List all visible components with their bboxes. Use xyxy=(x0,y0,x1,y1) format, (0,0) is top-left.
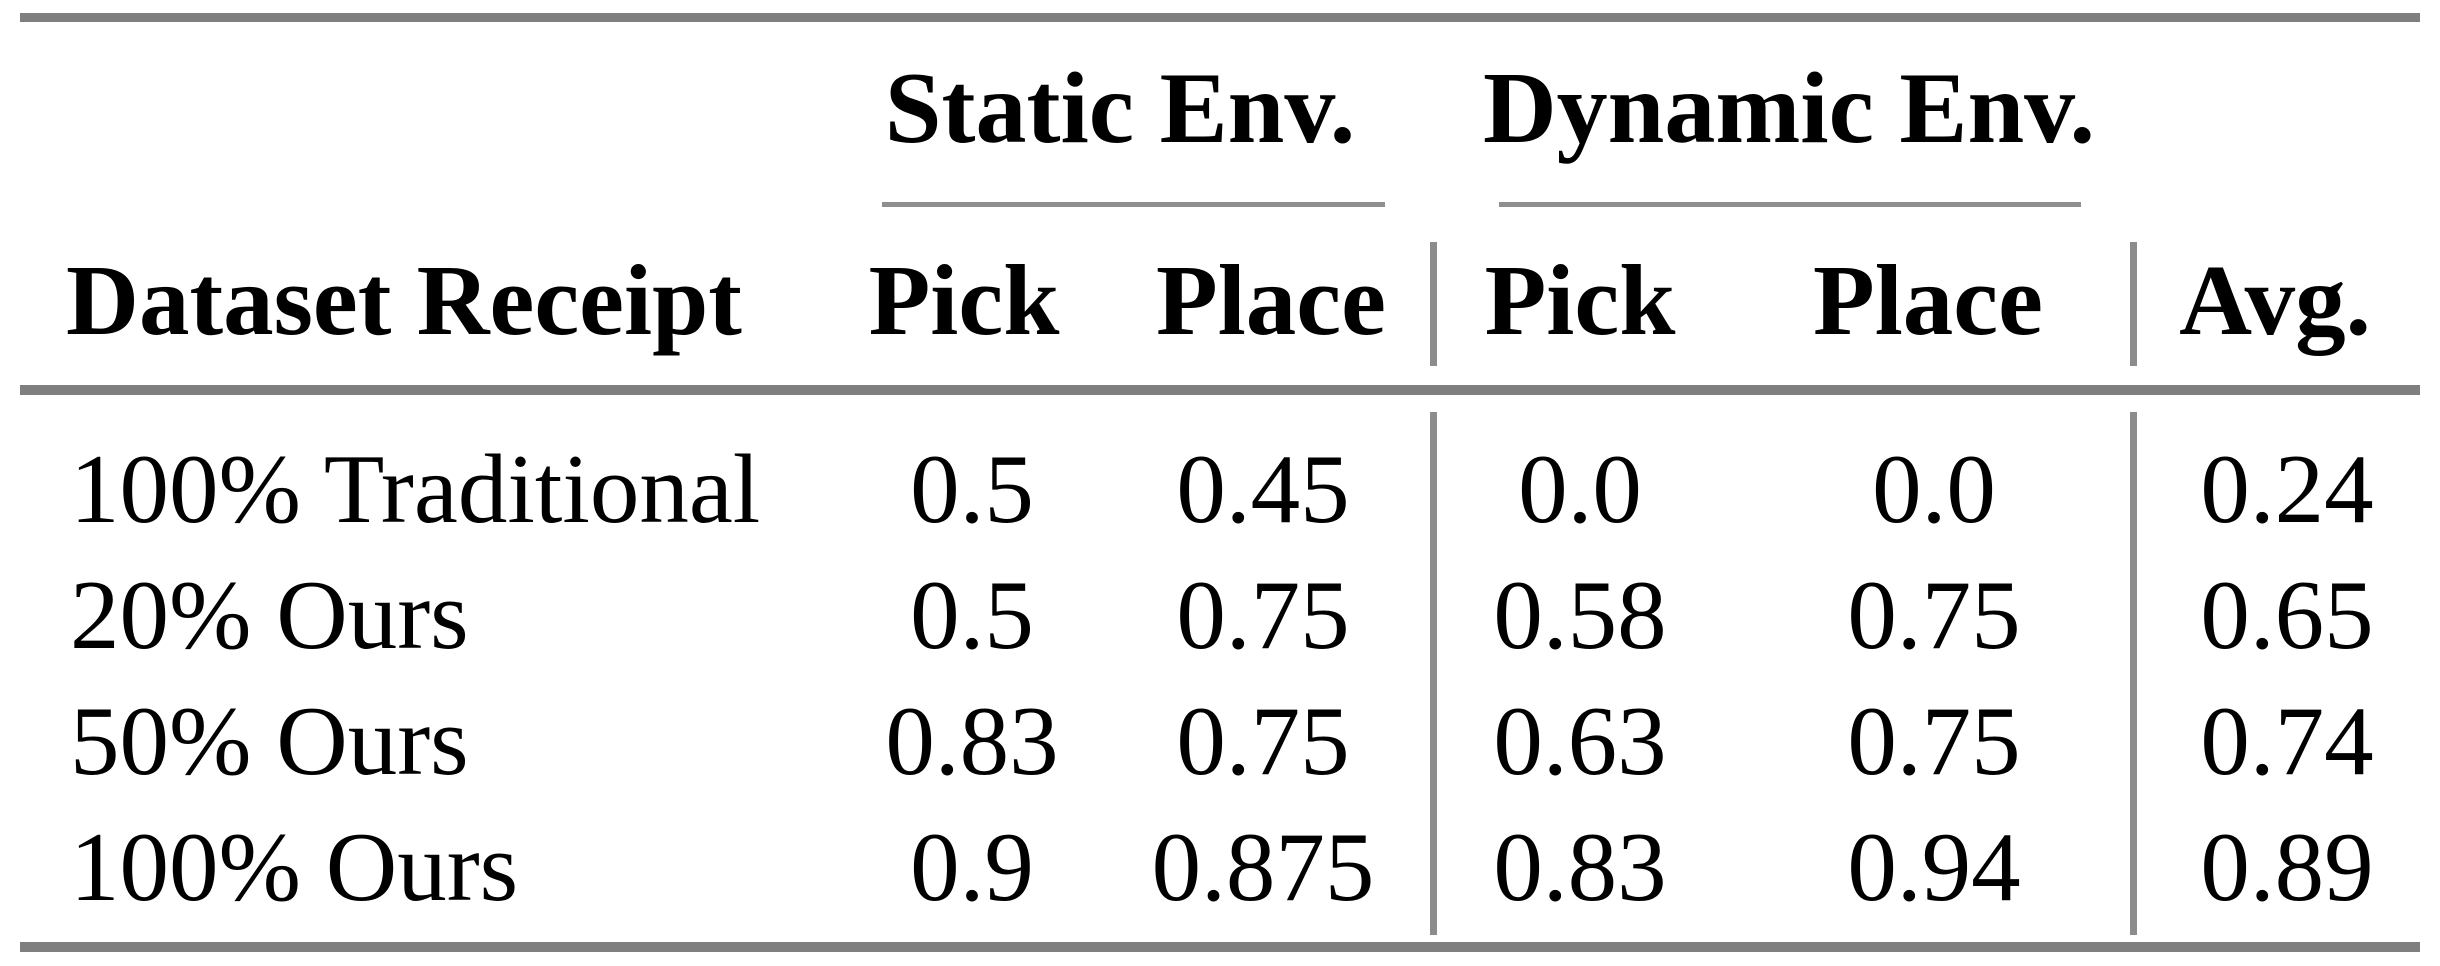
row-label: 100% Traditional xyxy=(70,435,761,544)
cell-dynamic-pick: 0.0 xyxy=(1518,435,1642,544)
col-header-static-place: Place xyxy=(1156,244,1386,356)
col-header-dynamic-place: Place xyxy=(1813,244,2043,356)
dynamic-env-cmidrule xyxy=(1499,202,2081,207)
cell-dynamic-pick: 0.58 xyxy=(1493,561,1667,670)
cell-static-pick: 0.5 xyxy=(910,435,1034,544)
row-label: 50% Ours xyxy=(70,687,469,796)
cell-avg: 0.65 xyxy=(2200,561,2374,670)
cell-avg: 0.89 xyxy=(2200,813,2374,922)
cell-dynamic-pick: 0.83 xyxy=(1493,813,1667,922)
cell-static-pick: 0.9 xyxy=(910,813,1034,922)
cell-dynamic-pick: 0.63 xyxy=(1493,687,1667,796)
col-header-static-pick: Pick xyxy=(868,244,1060,356)
col-header-dataset-receipt: Dataset Receipt xyxy=(66,244,742,356)
mid-rule xyxy=(20,385,2420,395)
row-label: 20% Ours xyxy=(70,561,469,670)
static-env-cmidrule xyxy=(882,202,1385,207)
col-header-dynamic-pick: Pick xyxy=(1484,244,1676,356)
cell-static-place: 0.75 xyxy=(1176,687,1350,796)
cell-dynamic-place: 0.75 xyxy=(1847,561,2021,670)
group-header-dynamic-env: Dynamic Env. xyxy=(1482,52,2096,165)
cell-static-place: 0.45 xyxy=(1176,435,1350,544)
row-label: 100% Ours xyxy=(70,813,519,922)
cell-avg: 0.74 xyxy=(2200,687,2374,796)
cell-avg: 0.24 xyxy=(2200,435,2374,544)
cell-dynamic-place: 0.0 xyxy=(1872,435,1996,544)
cell-dynamic-place: 0.75 xyxy=(1847,687,2021,796)
header-separator-2 xyxy=(2130,242,2137,366)
bottom-rule xyxy=(20,942,2420,952)
cell-static-pick: 0.5 xyxy=(910,561,1034,670)
col-header-avg: Avg. xyxy=(2179,244,2371,356)
header-separator-1 xyxy=(1430,242,1437,366)
cell-static-place: 0.75 xyxy=(1176,561,1350,670)
cell-dynamic-place: 0.94 xyxy=(1847,813,2021,922)
top-rule xyxy=(20,13,2420,22)
cell-static-place: 0.875 xyxy=(1151,813,1375,922)
group-header-static-env: Static Env. xyxy=(884,52,1356,165)
cell-static-pick: 0.83 xyxy=(885,687,1059,796)
body-separator-2 xyxy=(2130,412,2137,935)
body-separator-1 xyxy=(1430,412,1437,935)
